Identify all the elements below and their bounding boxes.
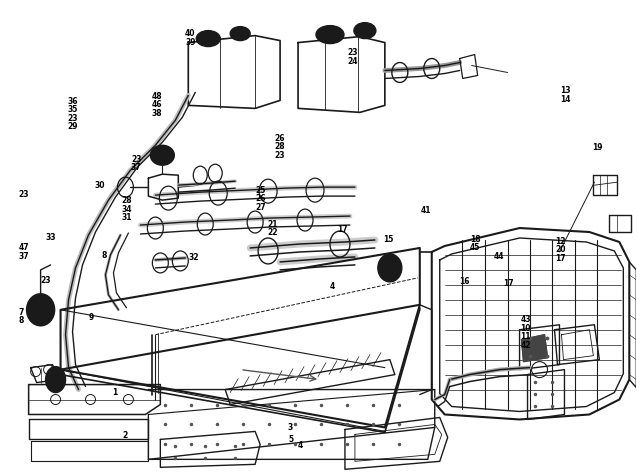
- Text: 28: 28: [122, 196, 132, 205]
- Text: 38: 38: [152, 109, 162, 118]
- Text: 32: 32: [188, 253, 199, 262]
- Text: 9: 9: [89, 313, 94, 322]
- Text: 47: 47: [18, 243, 29, 252]
- Text: 30: 30: [95, 181, 105, 190]
- Ellipse shape: [378, 254, 402, 282]
- Text: 13: 13: [560, 86, 571, 95]
- Text: 8: 8: [101, 251, 106, 260]
- Text: 17: 17: [338, 226, 348, 235]
- Text: 4: 4: [330, 282, 335, 291]
- Text: 23: 23: [347, 48, 357, 57]
- Text: 3: 3: [288, 423, 293, 432]
- Text: 21: 21: [268, 220, 278, 229]
- Text: 1: 1: [112, 389, 117, 398]
- Text: 18: 18: [469, 235, 480, 244]
- Text: 40: 40: [185, 29, 196, 38]
- Ellipse shape: [316, 26, 344, 44]
- Polygon shape: [522, 335, 547, 361]
- Text: 37: 37: [18, 252, 29, 261]
- Text: 4: 4: [298, 441, 303, 450]
- Text: 44: 44: [493, 252, 504, 261]
- Text: 23: 23: [274, 151, 285, 160]
- Text: 26: 26: [274, 133, 285, 142]
- Text: 15: 15: [383, 235, 394, 244]
- Text: 45: 45: [469, 243, 480, 252]
- Text: 20: 20: [555, 245, 566, 254]
- Text: 36: 36: [68, 96, 78, 105]
- Text: 11: 11: [520, 332, 531, 342]
- Text: 22: 22: [268, 228, 278, 238]
- Ellipse shape: [354, 23, 376, 38]
- Text: 19: 19: [592, 143, 603, 152]
- Text: 16: 16: [460, 276, 470, 285]
- Text: 42: 42: [520, 341, 531, 350]
- Ellipse shape: [150, 145, 175, 165]
- Text: 41: 41: [420, 206, 431, 215]
- Text: 7: 7: [18, 308, 24, 317]
- Text: 23: 23: [40, 276, 50, 285]
- Text: 26: 26: [255, 194, 266, 203]
- Text: 33: 33: [45, 233, 55, 242]
- Text: 23: 23: [18, 190, 29, 200]
- Ellipse shape: [27, 294, 55, 326]
- Text: 37: 37: [131, 163, 141, 172]
- Text: 31: 31: [122, 213, 132, 222]
- Text: 35: 35: [68, 105, 78, 114]
- Text: 29: 29: [68, 122, 78, 131]
- Text: 5: 5: [288, 435, 293, 444]
- Text: 14: 14: [560, 95, 571, 104]
- Text: 17: 17: [503, 279, 513, 288]
- Text: 23: 23: [131, 155, 141, 164]
- Text: 25: 25: [255, 186, 266, 195]
- Ellipse shape: [230, 27, 250, 40]
- Text: 27: 27: [255, 203, 266, 212]
- Text: 46: 46: [152, 100, 162, 109]
- Ellipse shape: [196, 30, 220, 47]
- Text: 2: 2: [123, 431, 128, 440]
- Text: 23: 23: [68, 114, 78, 123]
- Text: 39: 39: [185, 38, 196, 47]
- Text: 12: 12: [555, 237, 566, 246]
- Text: 34: 34: [122, 205, 132, 214]
- Text: 17: 17: [555, 254, 566, 263]
- Text: 48: 48: [152, 92, 162, 101]
- Text: 24: 24: [347, 57, 357, 66]
- Text: 8: 8: [18, 316, 24, 325]
- Text: 28: 28: [274, 142, 285, 151]
- Text: 10: 10: [520, 324, 531, 333]
- Ellipse shape: [46, 367, 66, 392]
- Text: 43: 43: [520, 315, 531, 324]
